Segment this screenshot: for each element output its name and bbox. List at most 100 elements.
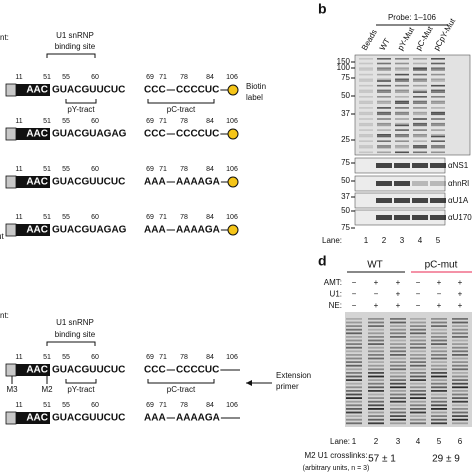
bracket (147, 379, 215, 384)
blot-band (394, 163, 410, 168)
gel-band (431, 404, 447, 407)
antibody-label: αNS1 (448, 161, 469, 170)
gel-band (410, 390, 426, 392)
gel-band (368, 361, 384, 363)
gel-band (390, 379, 406, 381)
position-number: 55 (62, 166, 70, 173)
gel-band (346, 397, 362, 399)
gel-band (377, 91, 391, 93)
gel-band (368, 346, 384, 349)
side-label: ut (0, 232, 4, 241)
gel-band (413, 135, 427, 138)
position-number: 84 (206, 166, 214, 173)
condition-mark: + (458, 278, 463, 287)
condition-mark: + (374, 301, 379, 310)
position-number: 84 (206, 402, 214, 409)
gel-band (413, 151, 427, 154)
position-number: 55 (62, 402, 70, 409)
gel-band (377, 78, 391, 81)
blot-band (430, 215, 446, 220)
gel-band (410, 375, 426, 378)
position-number: 60 (91, 118, 99, 125)
position-number: 71 (159, 118, 167, 125)
exon-box (5, 175, 17, 189)
position-number: 51 (43, 354, 51, 361)
gel-band (431, 354, 447, 356)
gel-band (390, 404, 406, 407)
gel-band (346, 415, 362, 417)
gel-band (410, 400, 426, 403)
lane-number: 6 (458, 437, 463, 446)
gel-band (410, 422, 426, 425)
sequence: CCCCUC (176, 85, 219, 96)
gel-band (431, 122, 445, 125)
lane-number: 5 (437, 437, 442, 446)
gel-band (452, 332, 468, 335)
gel-band (346, 400, 362, 403)
gel-band (431, 372, 447, 374)
position-number: 78 (180, 166, 188, 173)
quant-label: M2 U1 crosslinks: (304, 451, 367, 460)
gel-band (390, 411, 406, 414)
sequence: CCCCUC (176, 129, 219, 140)
sequence: AAA (144, 413, 166, 424)
gel: Beads1WT2pY-Mut3pC-Mut4pCpY-Mut515010075… (337, 16, 473, 245)
gel-band (410, 321, 426, 324)
gel-band (431, 89, 445, 92)
gel-band (413, 111, 427, 114)
gel-band (410, 372, 426, 374)
gel-band (452, 375, 468, 378)
gel-band (452, 346, 468, 349)
gel-band (431, 379, 447, 381)
position-number: 106 (226, 74, 238, 81)
gel-band (377, 111, 391, 114)
probe-label: Probe: 1–106 (388, 13, 437, 22)
size-marker: 75 (341, 158, 350, 167)
gel-band (395, 124, 409, 127)
gel-band (395, 118, 409, 120)
gel-band (395, 151, 409, 154)
gel-band (346, 390, 362, 392)
blot-band (430, 198, 446, 203)
gel-band (395, 84, 409, 87)
size-marker: 37 (341, 192, 350, 201)
gel-band (368, 411, 384, 414)
gel-band (431, 321, 447, 324)
size-marker: 25 (341, 135, 350, 144)
gel-band (431, 390, 447, 392)
sequence: GUACG (52, 177, 89, 188)
gel-band (431, 113, 445, 116)
bracket (147, 99, 215, 104)
gel-band (431, 146, 445, 149)
gel-band (359, 62, 373, 65)
gel-band (431, 91, 445, 93)
binding-site-label: U1 snRNP (56, 318, 94, 327)
gel-band (368, 336, 384, 338)
gel-band (410, 418, 426, 421)
quant-value: 57 ± 1 (368, 454, 396, 465)
gel-band (368, 350, 384, 353)
gel-band (431, 422, 447, 425)
gel-band (395, 80, 409, 82)
binding-site-label: U1 snRNP (56, 31, 94, 40)
gel-band (346, 325, 362, 327)
lane-label: Lane: (322, 236, 342, 245)
gel-band (359, 140, 373, 142)
position-number: 60 (91, 354, 99, 361)
gel-band (431, 325, 447, 327)
antibody-label: αhnRl (448, 179, 469, 188)
position-number: 106 (226, 354, 238, 361)
gel-band (346, 379, 362, 381)
tract-label: pC-tract (167, 105, 196, 114)
gel-band (410, 397, 426, 399)
exon-box (5, 127, 17, 141)
gel-band (395, 111, 409, 114)
gel-band (359, 145, 373, 147)
blot-band (394, 181, 410, 186)
primer-label: primer (276, 382, 299, 391)
gel-band (452, 397, 468, 399)
position-number: 69 (146, 74, 154, 81)
gel-band (368, 386, 384, 389)
gel-band (452, 368, 468, 371)
